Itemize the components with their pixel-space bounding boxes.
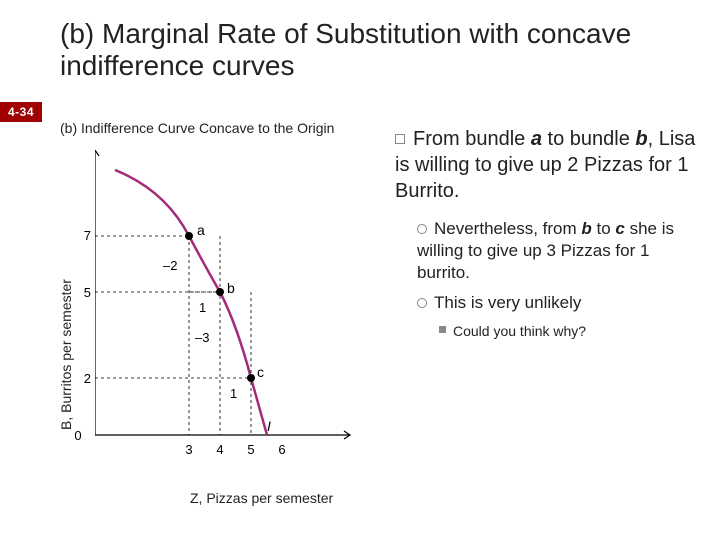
y-tick-5: 5 [77, 285, 91, 300]
point-c-label: c [257, 364, 264, 380]
question-bullet: Could you think why? [439, 322, 705, 340]
t1: From bundle [413, 128, 531, 150]
point-b-label: b [227, 280, 235, 296]
marginal-minus2: –2 [163, 258, 177, 273]
s1c: c [615, 219, 624, 238]
square-bullet-icon [395, 134, 405, 144]
bullet-text: From bundle a to bundle b, Lisa is willi… [395, 126, 705, 341]
chart-plot: 7 5 2 0 3 4 5 6 a b c I –2 1 –3 1 [95, 150, 365, 460]
chart-area: (b) Indifference Curve Concave to the Or… [40, 120, 380, 520]
t2: to bundle [542, 128, 635, 150]
x-tick-5: 5 [244, 442, 258, 457]
s1b: b [581, 219, 591, 238]
x-tick-4: 4 [213, 442, 227, 457]
q: Could you think why? [453, 323, 586, 339]
y-axis-label: B, Burritos per semester [58, 279, 74, 430]
point-a-label: a [197, 222, 205, 238]
chart-title: (b) Indifference Curve Concave to the Or… [60, 120, 380, 136]
marginal-minus3: –3 [195, 330, 209, 345]
x-axis-label: Z, Pizzas per semester [190, 490, 333, 506]
sub-bullet-2: This is very unlikely [417, 292, 705, 314]
y-tick-7: 7 [77, 228, 91, 243]
circle-bullet-icon [417, 224, 427, 234]
slide-title: (b) Marginal Rate of Substitution with c… [60, 18, 680, 82]
x-tick-3: 3 [182, 442, 196, 457]
t-a: a [531, 128, 542, 150]
s2: This is very unlikely [434, 293, 581, 312]
curve-i-label: I [267, 418, 271, 434]
slide-number-badge: 4-34 [0, 102, 42, 122]
marginal-1a: 1 [199, 300, 206, 315]
y-tick-2: 2 [77, 371, 91, 386]
t-b: b [635, 128, 647, 150]
sub-bullet-1: Nevertheless, from b to c she is willing… [417, 218, 705, 284]
marginal-1b: 1 [230, 386, 237, 401]
s1p: Nevertheless, from [434, 219, 581, 238]
dot-bullet-icon [439, 326, 446, 333]
circle-bullet-icon [417, 298, 427, 308]
x-tick-6: 6 [275, 442, 289, 457]
s1m: to [592, 219, 616, 238]
main-bullet: From bundle a to bundle b, Lisa is willi… [395, 126, 705, 204]
y-tick-0: 0 [65, 428, 91, 443]
chart-svg [95, 150, 365, 460]
